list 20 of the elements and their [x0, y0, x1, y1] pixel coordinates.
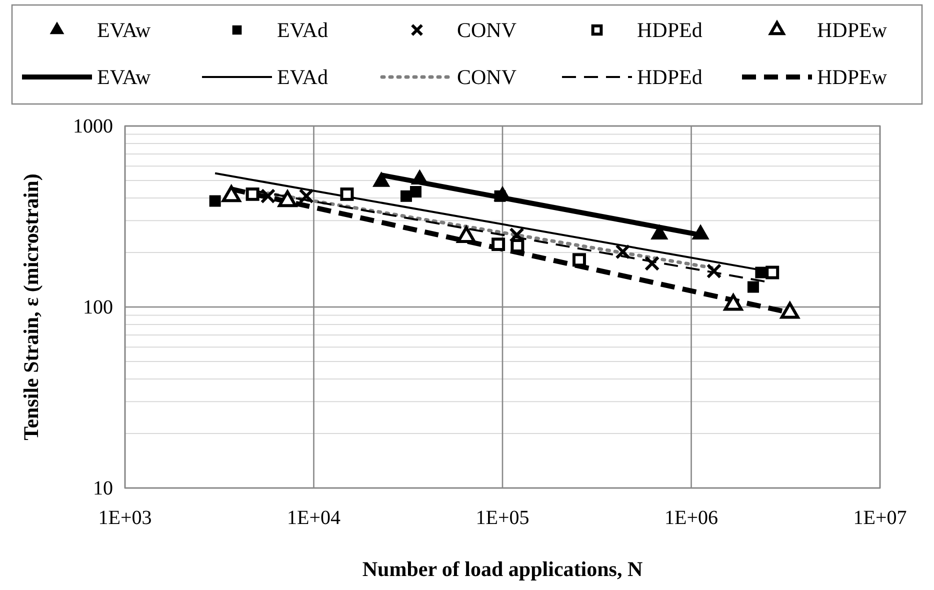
legend-label: EVAw: [97, 18, 152, 42]
legend-label: CONV: [457, 18, 517, 42]
x-tick-label: 1E+03: [98, 507, 152, 530]
legend-label: CONV: [457, 65, 517, 89]
y-tick-label: 10: [93, 477, 113, 500]
y-axis-title: Tensile Strain, ε (microstrain): [19, 174, 43, 440]
legend-label: HDPEd: [637, 18, 703, 42]
legend-label: EVAd: [277, 65, 328, 89]
y-tick-label: 1000: [73, 115, 113, 138]
x-tick-label: 1E+04: [287, 507, 340, 530]
y-tick-label: 100: [83, 296, 113, 318]
legend-label: HDPEw: [817, 18, 888, 42]
legend-label: EVAd: [277, 18, 328, 42]
x-axis-title: Number of load applications, N: [362, 557, 643, 581]
x-tick-label: 1E+06: [664, 507, 718, 530]
x-tick-label: 1E+07: [853, 507, 907, 530]
legend-label: EVAw: [97, 65, 152, 89]
x-tick-label: 1E+05: [476, 507, 530, 530]
legend-label: HDPEd: [637, 65, 703, 89]
legend-label: HDPEw: [817, 65, 888, 89]
